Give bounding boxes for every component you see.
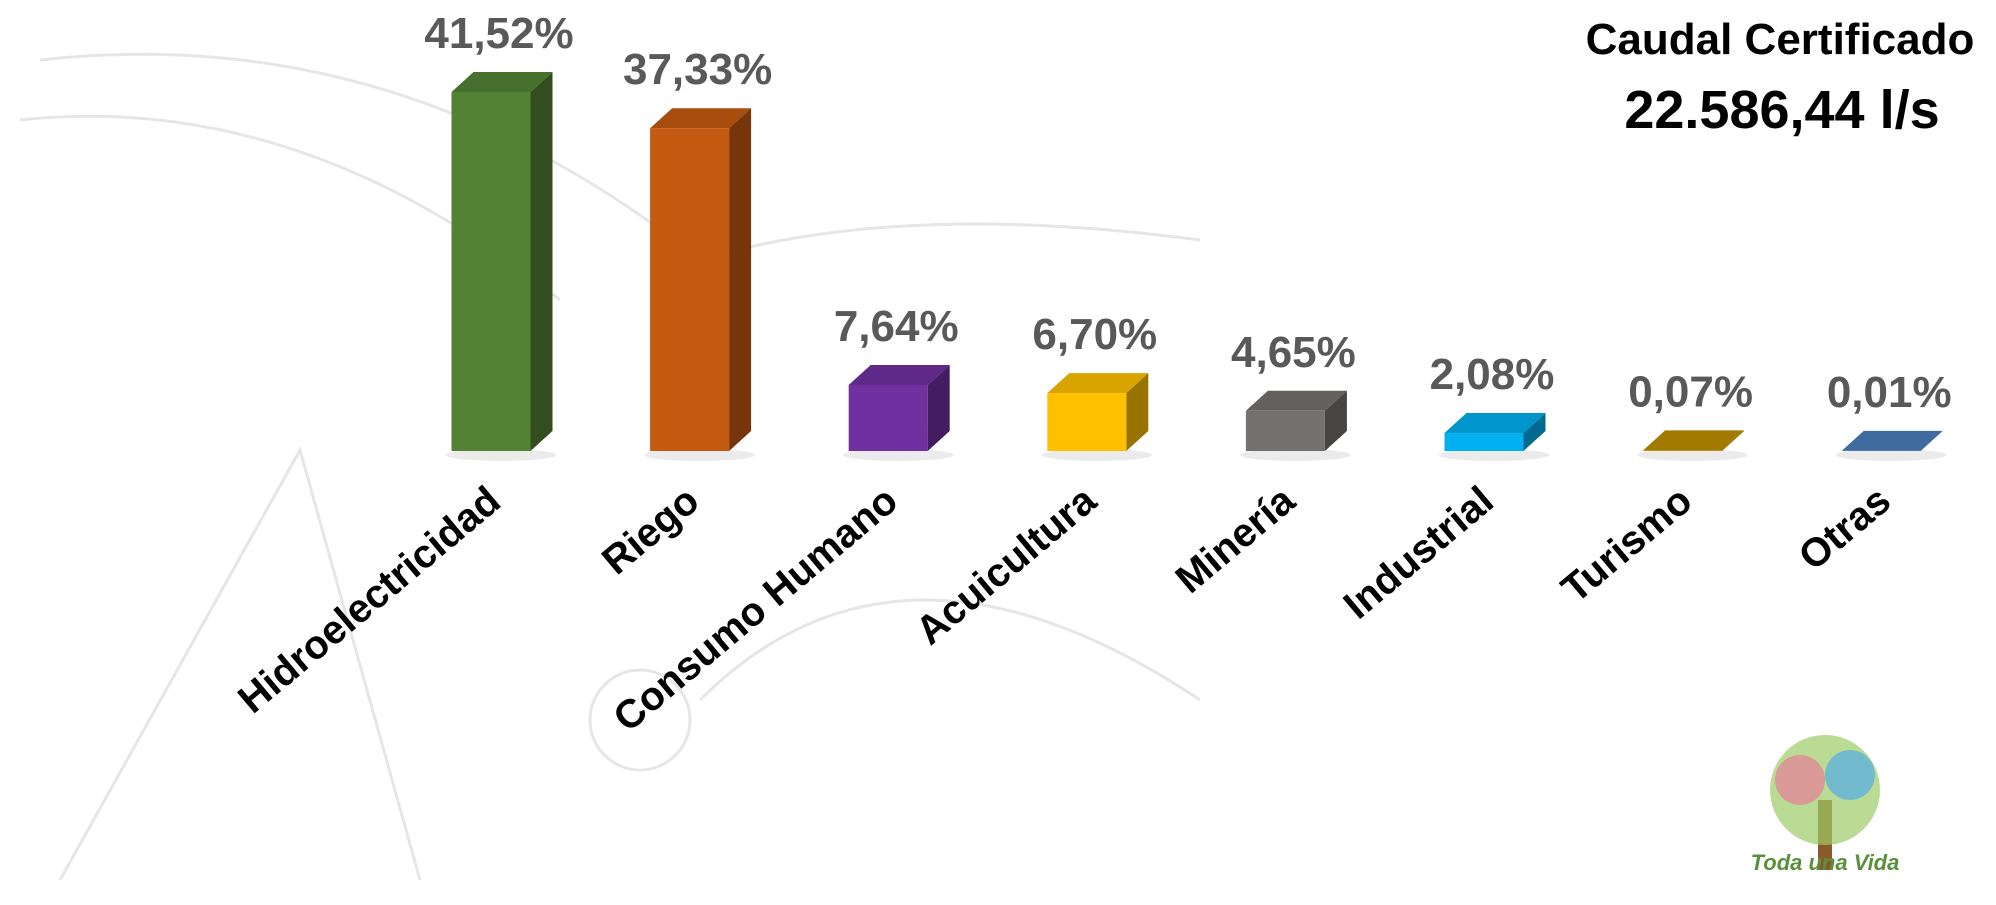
bar	[849, 385, 928, 451]
bar-top	[1643, 430, 1744, 450]
value-label: 0,01%	[1827, 368, 1952, 417]
value-label: 41,52%	[424, 9, 573, 58]
x-tick-label: Otras	[1791, 478, 1899, 579]
x-tick-label: Turismo	[1553, 478, 1700, 611]
bar	[650, 128, 729, 451]
value-label: 37,33%	[623, 45, 772, 94]
value-label: 2,08%	[1430, 350, 1555, 399]
x-tick-label: Riego	[594, 478, 707, 583]
chart-subtitle: 22.586,44 l/s	[1624, 80, 1939, 140]
bar	[452, 92, 531, 451]
x-tick-label: Hidroelectricidad	[230, 478, 509, 722]
x-tick-label: Acuicultura	[908, 478, 1105, 654]
value-label: 0,07%	[1628, 367, 1753, 416]
bar-top	[1842, 431, 1943, 451]
value-label: 7,64%	[834, 302, 959, 351]
background-emblem	[20, 54, 1200, 880]
chart-title: Caudal Certificado	[1586, 15, 1975, 64]
x-tick-label: Minería	[1168, 478, 1304, 602]
logo: Toda una Vida	[1751, 735, 1900, 875]
value-label: 6,70%	[1032, 310, 1157, 359]
bar	[1643, 450, 1722, 451]
bar-side	[729, 108, 751, 451]
bar	[1445, 433, 1524, 451]
chart: Caudal Certificado 22.586,44 l/s Toda un…	[0, 0, 1996, 905]
x-tick-label: Industrial	[1336, 478, 1502, 627]
bar-side	[531, 72, 553, 451]
bar	[1047, 393, 1126, 451]
value-label: 4,65%	[1231, 328, 1356, 377]
bar	[1246, 411, 1325, 451]
logo-text: Toda una Vida	[1751, 850, 1900, 875]
